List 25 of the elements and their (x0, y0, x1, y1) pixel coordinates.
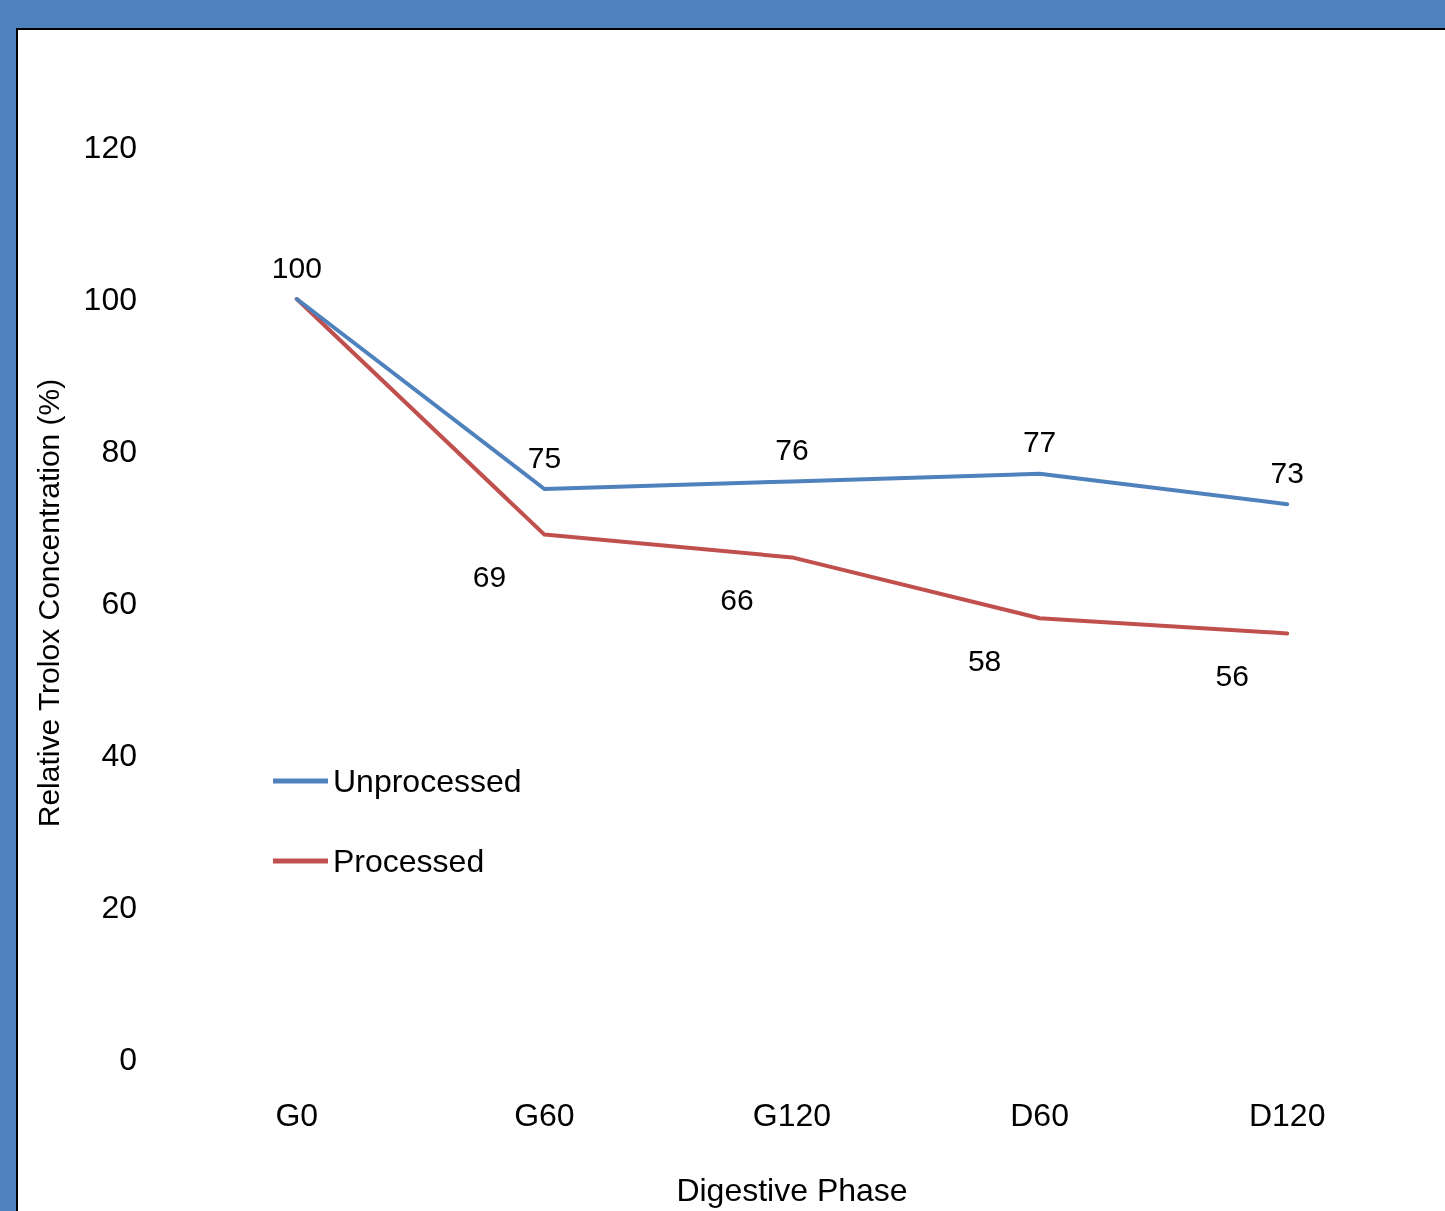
x-tick-label: D120 (1248, 1097, 1326, 1133)
data-label: 75 (527, 440, 562, 474)
y-tick-label: 120 (83, 129, 137, 165)
x-tick-label: G120 (752, 1097, 832, 1133)
y-tick-label: 20 (101, 889, 137, 925)
y-tick-label: 0 (119, 1041, 137, 1077)
y-tick-label: 80 (101, 433, 137, 469)
y-tick-label: 60 (101, 585, 137, 621)
data-label: 69 (472, 560, 507, 594)
data-label: 66 (720, 582, 754, 616)
y-axis-title: Relative Trolox Concentration (%) (31, 378, 65, 828)
data-label: 76 (775, 432, 809, 466)
data-label: 73 (1270, 455, 1304, 489)
x-tick-label: G60 (514, 1097, 575, 1133)
data-label: 100 (271, 250, 322, 284)
x-tick-label: D60 (1010, 1097, 1069, 1133)
legend-label: Processed (333, 843, 485, 879)
y-tick-label: 40 (101, 737, 137, 773)
x-tick-label: G0 (275, 1097, 319, 1133)
data-label: 56 (1215, 658, 1249, 692)
data-label: 77 (1022, 425, 1057, 459)
x-axis-title: Digestive Phase (676, 1172, 908, 1208)
data-label: 58 (967, 643, 1002, 677)
legend-label: Unprocessed (333, 763, 522, 799)
y-tick-label: 100 (83, 281, 137, 317)
